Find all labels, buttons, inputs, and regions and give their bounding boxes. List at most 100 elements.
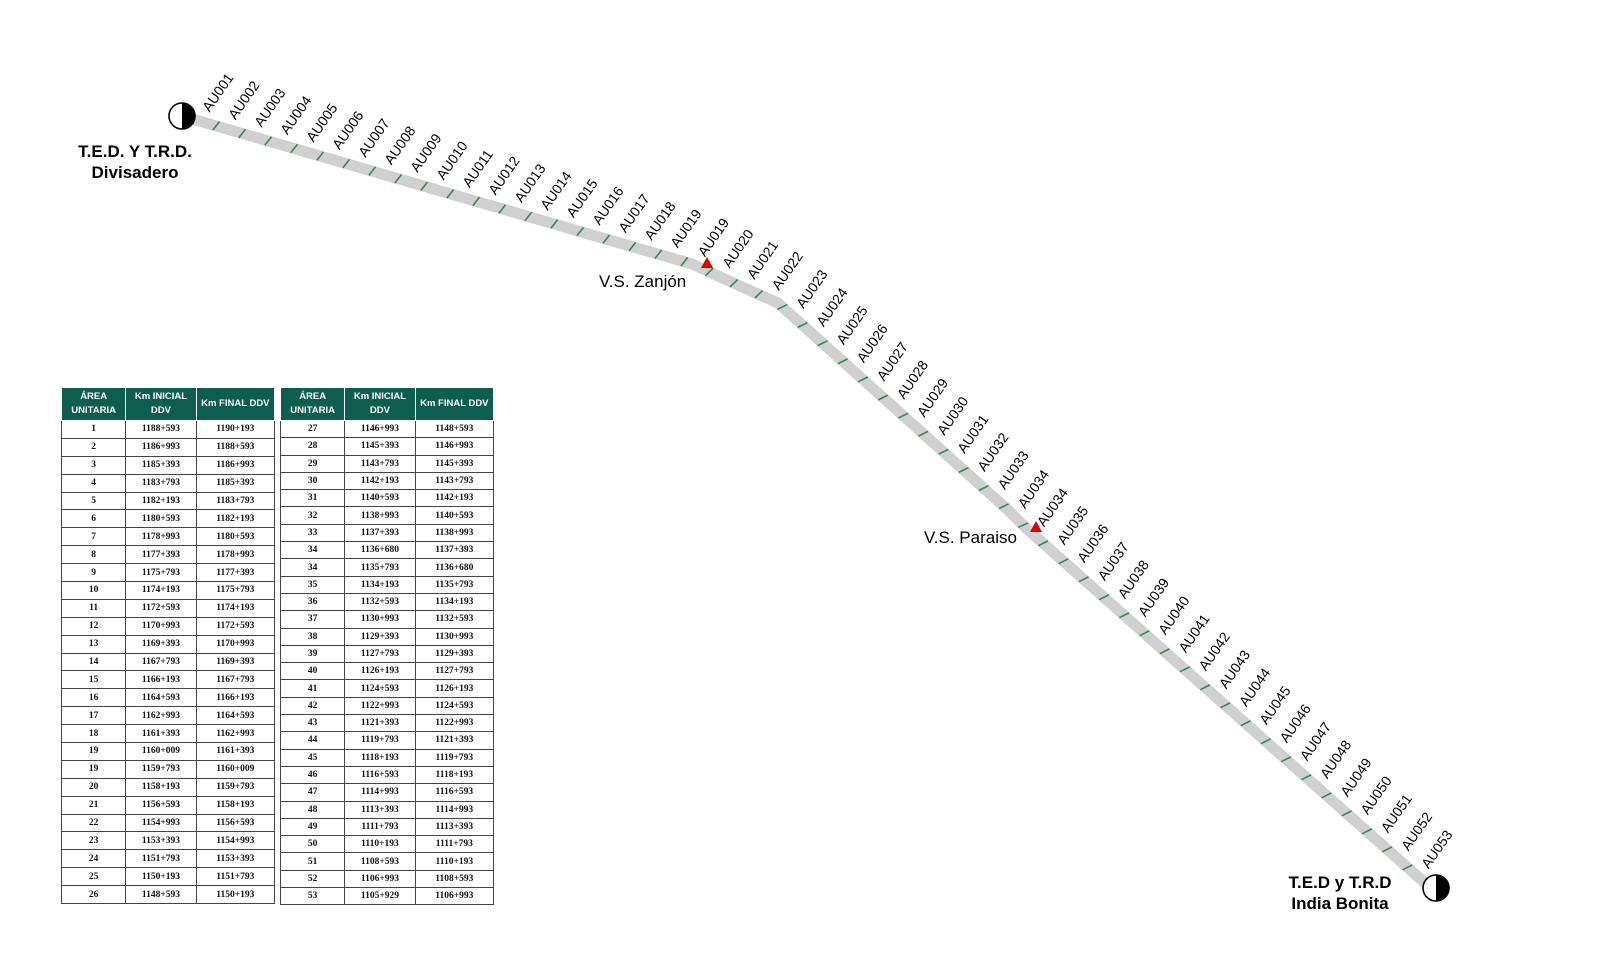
km-final-cell: 1126+193 <box>414 679 495 698</box>
km-final-cell: 1118+193 <box>414 765 495 785</box>
table-row: 19 1160+009 1161+393 <box>60 742 276 761</box>
area-cell: 30 <box>279 471 346 491</box>
table-row: 44 1119+793 1121+393 <box>279 731 495 750</box>
table-row: 16 1164+593 1166+193 <box>60 688 276 708</box>
km-final-cell: 1169+393 <box>195 652 276 672</box>
km-final-cell: 1140+593 <box>414 506 495 525</box>
table-row: 23 1153+393 1154+993 <box>60 831 276 851</box>
area-cell: 34 <box>279 558 346 577</box>
segment-tick <box>576 226 585 237</box>
segment-tick <box>1382 846 1393 853</box>
area-cell: 44 <box>279 731 346 750</box>
station-marker-zanjon <box>701 257 713 268</box>
area-cell: 7 <box>60 527 127 547</box>
km-inicial-cell: 1180+593 <box>125 509 197 529</box>
area-cell: 29 <box>279 454 346 473</box>
km-final-cell: 1167+793 <box>195 670 276 690</box>
km-inicial-cell: 1185+393 <box>125 455 197 475</box>
table-row: 19 1159+793 1160+009 <box>60 759 276 779</box>
km-inicial-cell: 1160+009 <box>125 742 197 761</box>
segment-tick <box>857 376 869 383</box>
table-row: 34 1136+680 1137+393 <box>279 541 495 560</box>
area-cell: 3 <box>60 455 127 475</box>
segment-tick <box>680 257 689 267</box>
table-row: 43 1121+393 1122+993 <box>279 714 495 733</box>
km-inicial-cell: 1150+193 <box>125 867 197 887</box>
km-inicial-cell: 1145+393 <box>344 437 416 456</box>
km-inicial-cell: 1119+793 <box>344 731 416 750</box>
km-final-cell: 1122+993 <box>414 714 495 733</box>
km-final-cell: 1143+793 <box>414 471 495 491</box>
segment-tick <box>316 151 325 161</box>
km-final-cell: 1186+993 <box>195 455 276 475</box>
table-row: 3 1185+393 1186+993 <box>60 455 276 475</box>
segment-tick <box>342 158 351 169</box>
header-km-inicial: Km INICIAL DDV <box>344 387 416 421</box>
area-cell: 13 <box>60 634 127 654</box>
km-final-cell: 1132+593 <box>414 610 495 629</box>
segment-tick <box>1220 702 1231 709</box>
area-cell: 25 <box>60 867 127 887</box>
table-row: 20 1158+193 1159+793 <box>60 777 276 797</box>
km-inicial-cell: 1172+593 <box>125 598 197 618</box>
km-inicial-cell: 1177+393 <box>125 545 197 565</box>
table-row: 28 1145+393 1146+993 <box>279 437 495 456</box>
km-inicial-cell: 1170+993 <box>125 616 197 636</box>
km-final-cell: 1178+993 <box>195 545 276 565</box>
pipeline-route <box>180 110 1429 888</box>
km-inicial-cell: 1129+393 <box>344 627 416 646</box>
segment-ticks <box>212 121 1413 871</box>
segment-tick <box>1280 756 1292 763</box>
table-row: 30 1142+193 1143+793 <box>279 471 495 491</box>
header-area: ÁREA UNITARIA <box>60 387 127 421</box>
table-row: 22 1154+993 1156+593 <box>60 813 276 833</box>
area-cell: 52 <box>279 869 346 889</box>
km-final-cell: 1154+993 <box>195 831 276 851</box>
km-inicial-cell: 1175+793 <box>125 563 197 583</box>
km-inicial-cell: 1166+193 <box>125 670 197 690</box>
km-final-cell: 1145+393 <box>414 454 495 473</box>
area-cell: 51 <box>279 852 346 871</box>
km-inicial-cell: 1169+393 <box>125 634 197 654</box>
km-inicial-cell: 1118+193 <box>344 748 416 767</box>
terminal-label-start: T.E.D. Y T.R.D. Divisadero <box>55 141 215 183</box>
km-inicial-cell: 1142+193 <box>344 471 416 491</box>
km-inicial-cell: 1138+993 <box>344 506 416 525</box>
km-inicial-cell: 1162+993 <box>125 706 197 726</box>
table-row: 41 1124+593 1126+193 <box>279 679 495 698</box>
segment-tick <box>1361 828 1373 835</box>
km-final-cell: 1185+393 <box>195 473 276 493</box>
km-final-cell: 1108+593 <box>414 869 495 889</box>
segment-tick <box>938 448 949 455</box>
km-inicial-cell: 1105+929 <box>344 887 416 906</box>
km-inicial-cell: 1130+993 <box>344 610 416 629</box>
table-row: 27 1146+993 1148+593 <box>279 419 495 439</box>
table-row: 6 1180+593 1182+193 <box>60 509 276 529</box>
km-inicial-cell: 1158+193 <box>125 777 197 797</box>
terminal-label-end: T.E.D y T.R.D India Bonita <box>1265 872 1415 914</box>
km-final-cell: 1138+993 <box>414 523 495 543</box>
station-label-zanjon: V.S. Zanjón <box>599 272 687 291</box>
table-row: 46 1116+593 1118+193 <box>279 765 495 785</box>
segment-tick <box>1402 864 1413 871</box>
area-cell: 6 <box>60 509 127 529</box>
table-row: 18 1161+393 1162+993 <box>60 724 276 744</box>
table-row: 26 1148+593 1150+193 <box>60 885 276 905</box>
km-inicial-cell: 1143+793 <box>344 454 416 473</box>
km-inicial-cell: 1174+193 <box>125 581 197 600</box>
km-inicial-cell: 1114+993 <box>344 783 416 802</box>
km-final-cell: 1124+593 <box>414 696 495 716</box>
area-cell: 15 <box>60 670 127 690</box>
area-cell: 19 <box>60 742 127 761</box>
terminal-marker-end <box>1422 874 1450 902</box>
segment-tick <box>446 189 455 199</box>
area-cell: 37 <box>279 610 346 629</box>
area-cell: 21 <box>60 795 127 815</box>
table-row: 33 1137+393 1138+993 <box>279 523 495 543</box>
segment-tick <box>1321 792 1332 799</box>
area-cell: 38 <box>279 627 346 646</box>
km-final-cell: 1121+393 <box>414 731 495 750</box>
table-row: 14 1167+793 1169+393 <box>60 652 276 672</box>
table-row: 2 1186+993 1188+593 <box>60 437 276 457</box>
table-row: 11 1172+593 1174+193 <box>60 598 276 618</box>
